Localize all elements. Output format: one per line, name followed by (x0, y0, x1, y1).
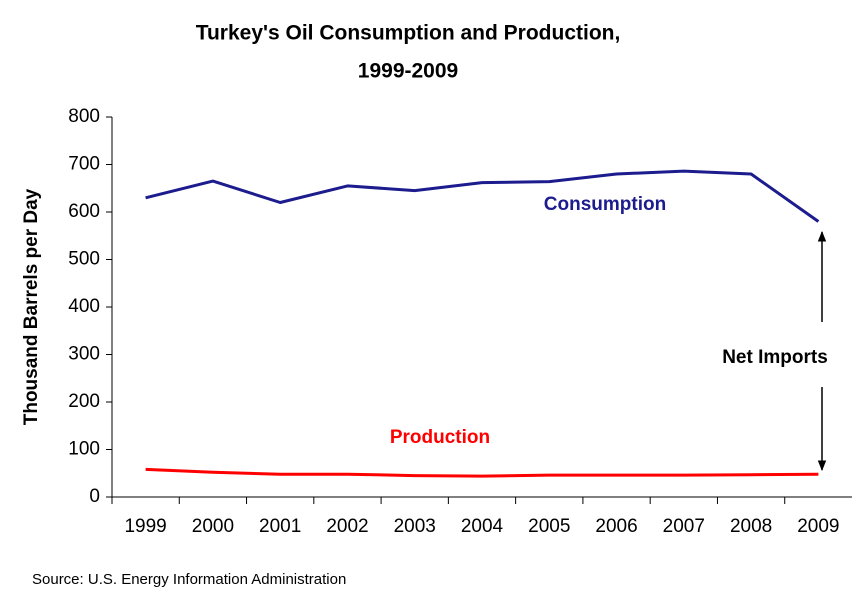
x-tick-label: 2005 (528, 516, 570, 537)
x-tick-label: 2006 (595, 516, 637, 537)
x-tick-label: 2001 (259, 516, 301, 537)
x-tick-label: 2007 (663, 516, 705, 537)
y-tick-label: 300 (68, 344, 100, 365)
chart-title: Turkey's Oil Consumption and Production, (196, 22, 621, 45)
line-series (145, 169, 820, 223)
y-tick-label: 600 (68, 201, 100, 222)
y-tick-label: 0 (89, 486, 100, 507)
x-tick-label: 2008 (730, 516, 772, 537)
series-label: Production (390, 427, 490, 448)
chart-title: 1999-2009 (358, 60, 458, 83)
x-tick-label: 2004 (461, 516, 504, 537)
y-axis-label: Thousand Barrels per Day (21, 188, 42, 425)
y-tick-label: 400 (68, 296, 100, 317)
y-tick-label: 100 (68, 439, 100, 460)
x-tick-label: 2000 (192, 516, 234, 537)
x-tick-label: 1999 (124, 516, 166, 537)
source: Source: U.S. Energy Information Administ… (32, 571, 346, 588)
y-tick-label: 500 (68, 249, 100, 270)
line-series (145, 467, 819, 478)
y-tick-label: 700 (68, 154, 100, 175)
annotation: Net Imports (722, 347, 828, 368)
x-tick-label: 2002 (326, 516, 368, 537)
y-tick-label: 800 (68, 106, 100, 127)
y-tick-label: 200 (68, 391, 100, 412)
x-tick-label: 2009 (797, 516, 839, 537)
series-label: Consumption (544, 194, 666, 215)
x-tick-label: 2003 (394, 516, 436, 537)
